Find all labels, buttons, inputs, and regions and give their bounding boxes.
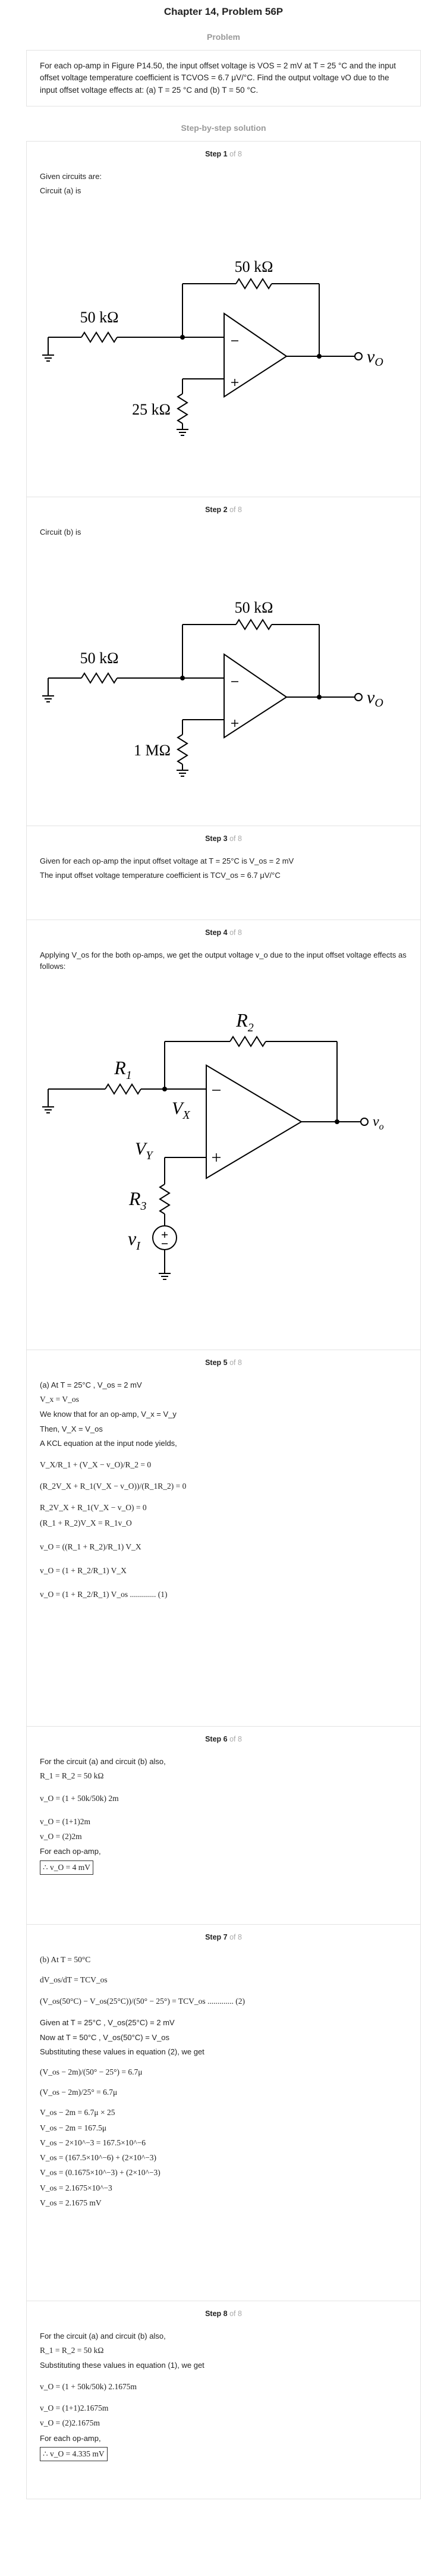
vx-label: VX: [172, 1099, 190, 1122]
step-header: Step 7 of 8: [205, 1932, 242, 1941]
equation: (V_os(50°C) − V_os(25°C))/(50° − 25°) = …: [40, 1997, 245, 2006]
step-line: For each op-amp,: [40, 2433, 101, 2443]
output-label: vO: [367, 688, 383, 710]
step-header: Step 6 of 8: [205, 1734, 242, 1743]
step-line: For the circuit (a) and circuit (b) also…: [40, 2331, 166, 2340]
equation: V_os = 2.1675×10^−3: [40, 2183, 112, 2192]
step-line: Given for each op-amp the input offset v…: [40, 856, 294, 865]
equation: V_os = (0.1675×10^−3) + (2×10^−3): [40, 2168, 160, 2177]
equation: R_2V_X + R_1(V_X − v_O) = 0: [40, 1503, 147, 1513]
solution-section-title: Step-by-step solution: [181, 123, 266, 133]
r2-label: R2: [235, 1009, 254, 1034]
step-header: Step 2 of 8: [205, 505, 242, 514]
step-line: (a) At T = 25°C , V_os = 2 mV: [40, 1380, 142, 1389]
r1-label: 50 kΩ: [80, 650, 119, 667]
step-4: Step 4 of 8 Applying V_os for the both o…: [26, 920, 421, 1350]
step-line: Substituting these values in equation (2…: [40, 2047, 204, 2057]
step-3: Step 3 of 8 Given for each op-amp the in…: [26, 826, 421, 920]
step-line: For the circuit (a) and circuit (b) also…: [40, 1756, 166, 1766]
problem-statement: For each op-amp in Figure P14.50, the in…: [26, 50, 421, 106]
rf-label: 50 kΩ: [235, 599, 273, 616]
equation: v_O = (1 + R_2/R_1) V_X: [40, 1566, 127, 1575]
r1-label: 50 kΩ: [80, 309, 119, 326]
equation: (R_1 + R_2)V_X = R_1v_O: [40, 1518, 132, 1527]
vy-label: VY: [135, 1139, 153, 1162]
equation: V_os − 2×10^−3 = 167.5×10^−6: [40, 2138, 146, 2147]
equation: v_O = (1 + 50k/50k) 2m: [40, 1794, 119, 1803]
equation: v_O = (2)2m: [40, 1831, 82, 1841]
step-5: Step 5 of 8 (a) At T = 25°C , V_os = 2 m…: [26, 1350, 421, 1727]
problem-text: For each op-amp in Figure P14.50, the in…: [40, 61, 396, 95]
step-line: We know that for an op-amp, V_x = V_y: [40, 1410, 177, 1419]
generic-circuit-diagram: R2 R1 VX VY R3 vI vo: [42, 1009, 384, 1280]
equation: V_os = (167.5×10^−6) + (2×10^−3): [40, 2153, 156, 2162]
equation: (V_os − 2m)/(50° − 25°) = 6.7μ: [40, 2067, 143, 2076]
answer-box-a: ∴ v_O = 4 mV: [40, 1860, 93, 1875]
r3-label: R3: [128, 1188, 147, 1213]
equation: (V_os − 2m)/25° = 6.7μ: [40, 2088, 118, 2097]
r1-label: R1: [114, 1057, 132, 1082]
step-header: Step 4 of 8: [205, 928, 242, 937]
r3-label: 1 MΩ: [134, 742, 171, 759]
step-line: Now at T = 50°C , V_os(50°C) = V_os: [40, 2032, 170, 2042]
equation: v_O = (2)2.1675m: [40, 2418, 100, 2428]
equation: V_X/R_1 + (V_X − v_O)/R_2 = 0: [40, 1460, 152, 1469]
step-header: Step 8 of 8: [205, 2309, 242, 2318]
equation: v_O = (1+1)2m: [40, 1816, 90, 1826]
step-header: Step 3 of 8: [205, 834, 242, 843]
equation: v_O = (1 + 50k/50k) 2.1675m: [40, 2382, 137, 2391]
answer-box-b: ∴ v_O = 4.335 mV: [40, 2447, 108, 2462]
step-line: Then, V_X = V_os: [40, 1424, 103, 1433]
step-2: Step 2 of 8 Circuit (b) is: [26, 497, 421, 826]
step-line: Circuit (b) is: [40, 527, 81, 536]
equation: (R_2V_X + R_1(V_X − v_O))/(R_1R_2) = 0: [40, 1482, 187, 1491]
step-line: Given at T = 25°C , V_os(25°C) = 2 mV: [40, 2018, 175, 2028]
step-line: The input offset voltage temperature coe…: [40, 871, 281, 880]
step-line: Applying V_os for the both op-amps, we g…: [40, 950, 407, 971]
equation: R_1 = R_2 = 50 kΩ: [40, 2346, 104, 2355]
equation: dV_os/dT = TCV_os: [40, 1975, 108, 1984]
step-1: Step 1 of 8 Given circuits are: Circuit …: [26, 140, 421, 497]
circuit-b-diagram: 50 kΩ 50 kΩ 1 MΩ vO: [42, 599, 383, 777]
equation: V_x = V_os: [40, 1395, 79, 1404]
rf-label: 50 kΩ: [235, 258, 273, 275]
equation: R_1 = R_2 = 50 kΩ: [40, 1771, 104, 1780]
vi-label: vI: [128, 1228, 141, 1253]
equation: v_O = (1+1)2.1675m: [40, 2404, 109, 2412]
chapter-title: Chapter 14, Problem 56P: [163, 6, 284, 17]
equation: (b) At T = 50°C: [40, 1954, 91, 1964]
step-line: A KCL equation at the input node yields,: [40, 1439, 177, 1448]
step-line: Substituting these values in equation (1…: [40, 2361, 204, 2370]
output-label: vO: [367, 347, 383, 369]
output-label: vo: [373, 1114, 384, 1132]
equation: V_os − 2m = 6.7μ × 25: [40, 2108, 115, 2117]
equation: V_os − 2m = 167.5μ: [40, 2123, 107, 2132]
r3-label: 25 kΩ: [132, 401, 171, 418]
problem-section-title: Problem: [206, 32, 240, 42]
step-8: Step 8 of 8 For the circuit (a) and circ…: [26, 2301, 421, 2499]
equation: V_os = 2.1675 mV: [40, 2198, 102, 2207]
equation: v_O = (1 + R_2/R_1) V_os ............. (…: [40, 1590, 168, 1599]
step-line: For each op-amp,: [40, 1847, 101, 1856]
step-6: Step 6 of 8 For the circuit (a) and circ…: [26, 1726, 421, 1925]
step-line: Circuit (a) is: [40, 186, 81, 195]
step-7: Step 7 of 8 (b) At T = 50°C dV_os/dT = T…: [26, 1924, 421, 2301]
page: Chapter 14, Problem 56P Problem For each…: [26, 6, 421, 2499]
step-header: Step 1 of 8: [205, 149, 242, 158]
equation: v_O = ((R_1 + R_2)/R_1) V_X: [40, 1542, 141, 1551]
circuit-a-diagram: 50 kΩ 50 kΩ 25 kΩ vO: [42, 258, 383, 436]
step-header: Step 5 of 8: [205, 1358, 242, 1367]
step-line: Given circuits are:: [40, 171, 102, 181]
